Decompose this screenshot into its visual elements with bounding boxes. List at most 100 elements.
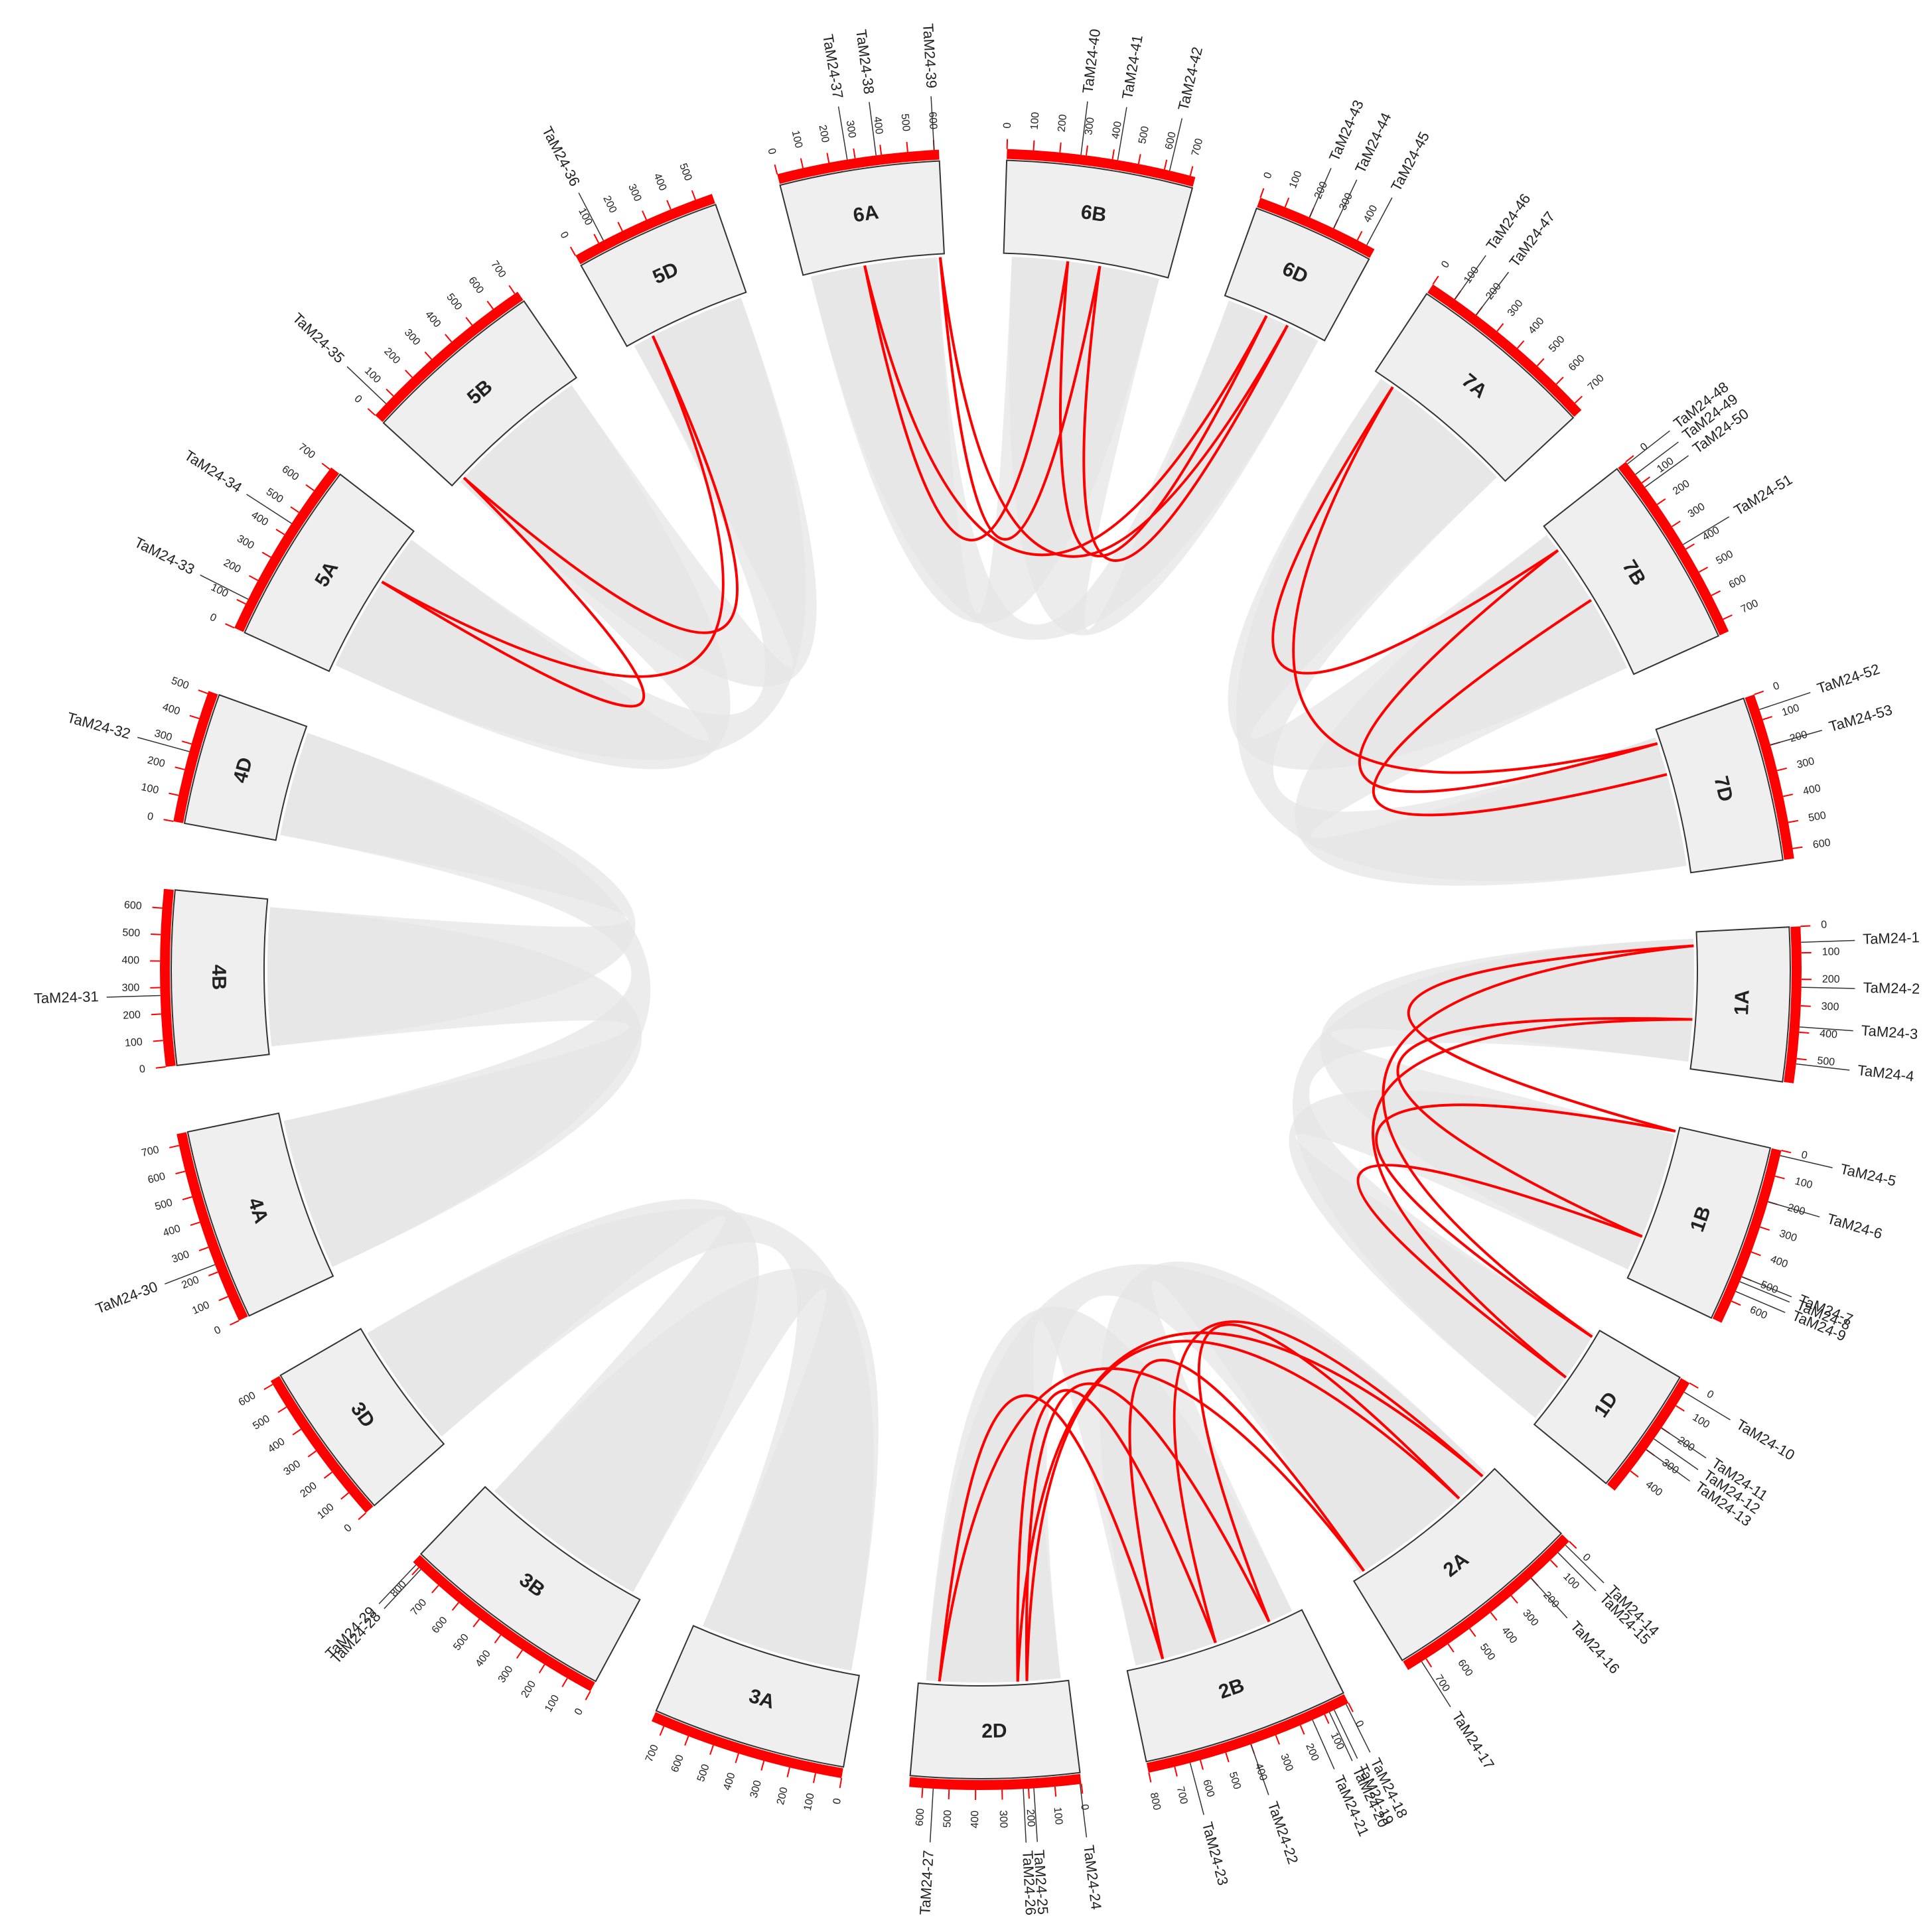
tick-mark — [290, 506, 300, 514]
tick-label: 200 — [382, 346, 402, 366]
chromosome-ring — [777, 149, 940, 184]
tick-mark — [1799, 1031, 1810, 1034]
gene-label: TaM24-23 — [1199, 1820, 1232, 1887]
chromosome-box — [1374, 293, 1575, 482]
tick-mark — [1033, 140, 1035, 151]
tick-label: 200 — [775, 1786, 790, 1806]
gene-marker — [1366, 197, 1393, 245]
tick-label: 700 — [1175, 1785, 1190, 1805]
tick-label: 600 — [466, 275, 486, 296]
tick-mark — [561, 1678, 568, 1688]
tick-label: 500 — [1808, 810, 1827, 825]
gene-label: TaM24-45 — [1388, 129, 1433, 194]
tick-label: 0 — [139, 1064, 146, 1075]
tick-mark — [812, 1773, 816, 1783]
tick-label: 500 — [1714, 549, 1735, 567]
chromosome-ring — [375, 291, 524, 423]
tick-label: 0 — [831, 1797, 843, 1805]
gene-label: TaM24-24 — [1080, 1844, 1105, 1911]
tick-mark — [1685, 543, 1695, 550]
chromosome-ring — [173, 691, 218, 823]
tick-label: 500 — [154, 1197, 174, 1213]
gene-marker — [1768, 1201, 1820, 1217]
tick-label: 100 — [1822, 946, 1840, 958]
tick-label: 700 — [1190, 137, 1205, 157]
tick-mark — [1299, 1724, 1305, 1735]
gene-marker — [1333, 179, 1358, 229]
tick-mark — [451, 1602, 459, 1611]
gene-link — [1356, 1164, 1643, 1379]
gene-link — [1372, 598, 1668, 817]
chromosome-ring — [270, 1376, 374, 1513]
tick-label: 300 — [1506, 298, 1526, 319]
gene-marker — [1799, 1026, 1853, 1032]
gene-link — [463, 335, 739, 634]
tick-label: 300 — [153, 728, 173, 744]
tick-mark — [1259, 188, 1265, 198]
tick-label: 200 — [1025, 1809, 1037, 1827]
gene-label: TaM24-36 — [539, 123, 583, 188]
tick-label: 600 — [1200, 1778, 1216, 1798]
chromosome-ring — [1618, 462, 1729, 636]
tick-label: 600 — [1163, 131, 1178, 151]
gene-marker — [1328, 1712, 1353, 1761]
tick-mark — [411, 1567, 419, 1576]
tick-label: 0 — [765, 147, 778, 156]
gene-marker — [165, 1264, 216, 1285]
tick-mark — [1676, 1405, 1685, 1412]
tick-mark — [323, 1472, 332, 1479]
tick-label: 0 — [1772, 680, 1781, 693]
tick-mark — [1356, 231, 1363, 241]
tick-mark — [786, 1767, 790, 1777]
gene-marker — [1080, 101, 1088, 155]
synteny-ribbons — [267, 257, 1695, 1683]
gene-link — [1173, 1320, 1484, 1643]
tick-label: 400 — [969, 1811, 981, 1828]
gene-marker — [1683, 516, 1730, 545]
gene-label: TaM24-33 — [132, 533, 198, 577]
tick-label: 100 — [802, 1792, 817, 1812]
gene-link — [938, 1367, 1365, 1682]
tick-mark — [175, 766, 185, 770]
chromosome-box — [279, 1328, 445, 1507]
tick-label: 0 — [352, 393, 364, 406]
tick-label: 700 — [644, 1743, 661, 1763]
tick-label: 100 — [1780, 703, 1801, 719]
tick-mark — [1711, 590, 1721, 596]
gene-label: TaM24-38 — [853, 29, 877, 95]
tick-label: 300 — [749, 1779, 764, 1799]
tick-mark — [735, 1753, 739, 1763]
tick-mark — [659, 1726, 665, 1736]
gene-marker — [1309, 168, 1332, 218]
tick-label: 500 — [1478, 1641, 1498, 1663]
chromosome-box — [779, 160, 945, 276]
gene-link — [1016, 1331, 1484, 1682]
gene-marker — [837, 106, 848, 160]
tick-mark — [691, 190, 696, 200]
tick-label: 800 — [388, 1578, 409, 1599]
gene-label: TaM24-40 — [1079, 28, 1104, 94]
tick-mark — [1189, 166, 1194, 176]
tick-mark — [1689, 1382, 1699, 1389]
gene-marker — [869, 102, 877, 156]
tick-label: 300 — [121, 982, 139, 994]
gene-marker — [1117, 107, 1127, 161]
tick-mark — [1148, 1772, 1152, 1783]
chromosome-box — [382, 300, 577, 487]
gene-link — [1375, 1103, 1676, 1338]
gene-marker — [246, 494, 292, 524]
tick-mark — [839, 1777, 843, 1789]
gene-marker — [1023, 1789, 1027, 1843]
gene-marker — [1250, 1744, 1269, 1795]
chromosome-ring — [177, 1132, 248, 1321]
tick-mark — [800, 158, 804, 169]
tick-mark — [169, 1144, 180, 1148]
tick-label: 500 — [264, 486, 285, 506]
tick-mark — [248, 575, 259, 581]
tick-label: 200 — [520, 1679, 539, 1700]
tick-label: 200 — [816, 124, 831, 143]
tick-label: 800 — [1148, 1791, 1163, 1811]
tick-label: 500 — [1227, 1771, 1243, 1791]
tick-label: 500 — [1547, 334, 1567, 354]
tick-label: 0 — [1078, 1803, 1090, 1811]
